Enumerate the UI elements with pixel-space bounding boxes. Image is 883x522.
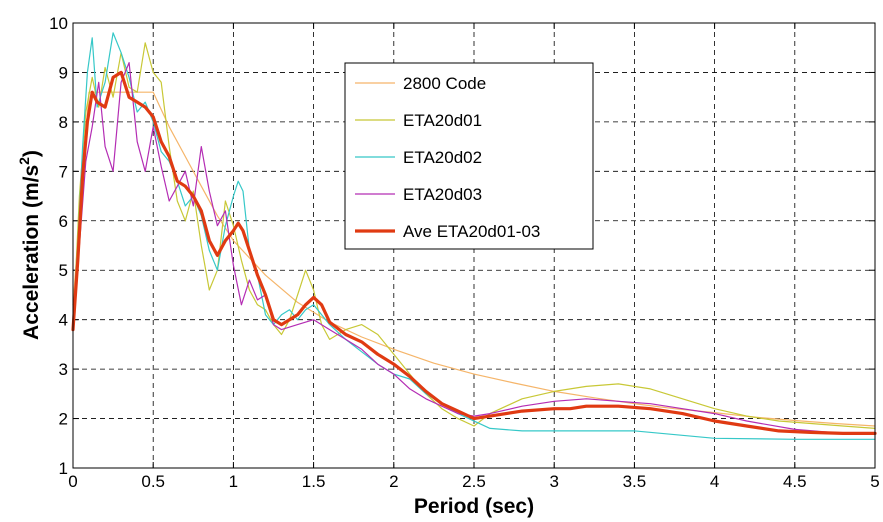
y-tick-labels: 1 2 3 4 5 6 7 8 9 10 (49, 14, 68, 478)
series-lines (71, 32, 877, 440)
x-tick-label: 2 (389, 472, 398, 491)
y-axis-label-close: ) (20, 150, 43, 157)
x-tick-label: 5 (870, 472, 879, 491)
legend-label-2800-code: 2800 Code (403, 74, 486, 93)
x-tick-label: 4 (710, 472, 719, 491)
series-line-eta20d02 (72, 32, 876, 440)
y-tick-label: 6 (59, 212, 68, 231)
x-tick-label: 0 (68, 472, 77, 491)
y-axis-label: Acceleration (m/s2) (16, 150, 43, 340)
x-tick-label: 3.5 (623, 472, 647, 491)
y-tick-label: 2 (59, 410, 68, 429)
y-tick-label: 4 (59, 311, 68, 330)
y-axis-label-superscript: 2 (16, 157, 32, 165)
legend-label-eta20d02: ETA20d02 (403, 148, 482, 167)
x-tick-label: 4.5 (783, 472, 807, 491)
y-tick-label: 5 (59, 261, 68, 280)
y-axis-label-main: Acceleration (m/s (20, 165, 43, 340)
series-line-ave-eta20d01-03 (71, 70, 877, 435)
y-tick-label: 1 (59, 459, 68, 478)
y-tick-label: 7 (59, 162, 68, 181)
legend: 2800 Code ETA20d01 ETA20d02 ETA20d03 Ave ETA… (344, 62, 594, 250)
x-tick-label: 1 (229, 472, 238, 491)
legend-label-eta20d03: ETA20d03 (403, 185, 482, 204)
x-tick-label: 1.5 (302, 472, 326, 491)
x-tick-label: 3 (549, 472, 558, 491)
y-tick-label: 10 (49, 14, 68, 33)
y-tick-label: 8 (59, 113, 68, 132)
x-tick-labels: 0 0.5 1 1.5 2 2.5 3 3.5 4 4.5 5 (68, 472, 879, 491)
x-tick-label: 2.5 (462, 472, 486, 491)
x-axis-label: Period (sec) (414, 495, 534, 518)
plot-frame (72, 22, 876, 469)
series-line-2800-code (72, 91, 876, 427)
y-tick-label: 9 (59, 63, 68, 82)
legend-label-eta20d01: ETA20d01 (403, 111, 482, 130)
legend-label-ave-eta20d01-03: Ave ETA20d01-03 (403, 222, 540, 241)
y-tick-label: 3 (59, 360, 68, 379)
series-line-eta20d01 (72, 42, 876, 429)
x-tick-label: 0.5 (141, 472, 165, 491)
legend-box (344, 62, 594, 250)
